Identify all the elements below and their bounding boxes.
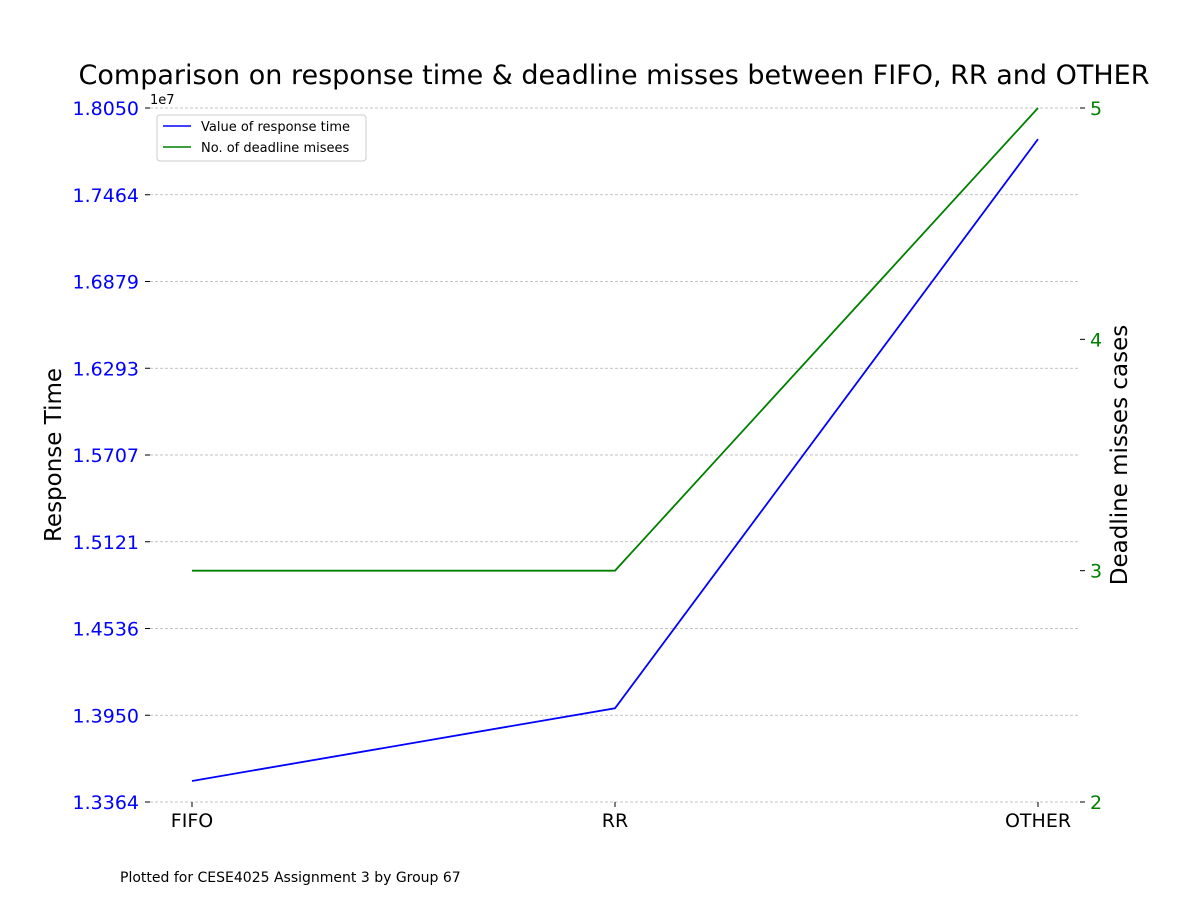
series-lines — [191, 107, 1039, 782]
right-tick-label: 4 — [1090, 329, 1102, 351]
gridlines — [150, 107, 1080, 803]
left-tick-label: 1.6879 — [73, 272, 139, 294]
right-tick-label: 2 — [1090, 792, 1102, 814]
right-axis-label: Deadline misses cases — [1107, 325, 1133, 585]
left-axis-ticks: 1.3364 1.3950 1.4536 1.5121 1.5707 1.6293 1.68… — [73, 98, 150, 814]
x-tick-label: RR — [602, 810, 628, 832]
left-tick-label: 1.5707 — [73, 445, 139, 467]
footnote: Plotted for CESE4025 Assignment 3 by Gro… — [120, 870, 461, 886]
series-line-deadline-misses — [192, 107, 1039, 572]
left-tick-label: 1.5121 — [73, 532, 139, 554]
legend-entry-deadline-misses: No. of deadline misees — [201, 141, 349, 156]
left-tick-label: 1.6293 — [73, 358, 139, 380]
right-tick-label: 3 — [1090, 561, 1102, 583]
series-line-response-time — [191, 138, 1039, 782]
left-tick-label: 1.3364 — [73, 792, 139, 814]
left-axis-offset-label: 1e7 — [150, 93, 175, 108]
right-axis-ticks: 2 3 4 5 — [1080, 98, 1102, 814]
x-tick-label: OTHER — [1005, 810, 1071, 832]
x-axis-ticks: FIFO RR OTHER — [171, 802, 1071, 832]
left-tick-label: 1.3950 — [73, 705, 139, 727]
legend-frame — [156, 114, 367, 162]
left-axis-label: Response Time — [41, 368, 67, 542]
left-tick-label: 1.4536 — [73, 619, 139, 641]
legend-entry-response-time: Value of response time — [201, 120, 350, 135]
left-tick-label: 1.7464 — [73, 185, 139, 207]
chart-title: Comparison on response time & deadline m… — [79, 60, 1150, 91]
left-tick-label: 1.8050 — [73, 98, 139, 120]
legend: Value of response time No. of deadline m… — [156, 114, 367, 162]
x-tick-label: FIFO — [171, 810, 213, 832]
right-tick-label: 5 — [1090, 98, 1102, 120]
